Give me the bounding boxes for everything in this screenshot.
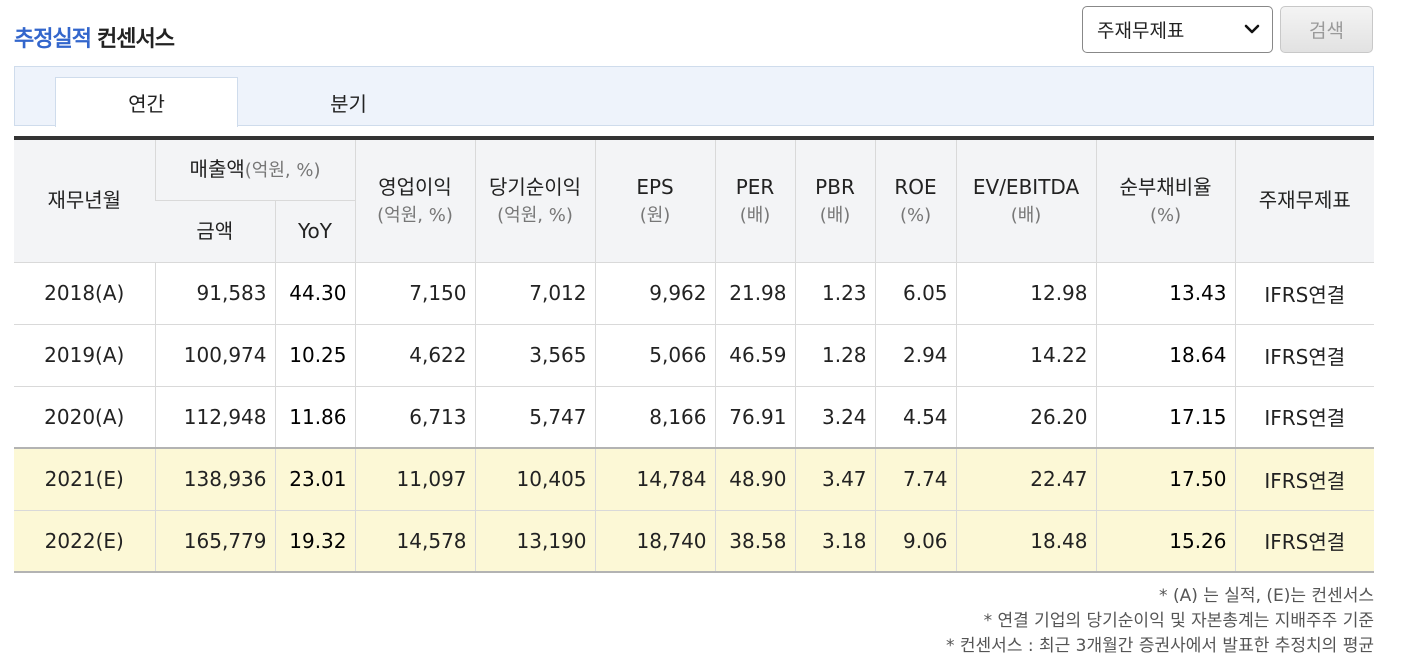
table-row-estimate: 2021(E) 138,936 23.01 11,097 10,405 14,7… [14,447,1375,511]
cell-per: 21.98 [714,262,796,325]
header-per: PER (배) [714,136,796,263]
cell-amount: 165,779 [154,510,275,573]
cell-roe: 2.94 [874,324,957,387]
cell-pbr: 3.47 [794,447,876,511]
cell-yoy: 10.25 [274,324,356,387]
header-eps: EPS (원) [594,136,716,263]
cell-net-debt-ratio: 17.50 [1095,447,1236,511]
search-button[interactable]: 검색 [1280,6,1373,53]
header-sales-unit: (억원, %) [244,160,321,182]
table-row: 2020(A) 112,948 11.86 6,713 5,747 8,166 … [14,386,1375,449]
cell-pbr: 1.23 [794,262,876,325]
header-net-income: 당기순이익 (억원, %) [474,136,596,263]
cell-period: 2019(A) [14,324,155,387]
cell-statement: IFRS연결 [1234,510,1375,573]
footnotes: * (A) 는 실적, (E)는 컨센서스 * 연결 기업의 당기순이익 및 자… [946,584,1374,659]
cell-op-income: 7,150 [354,262,476,325]
cell-pbr: 3.24 [794,386,876,449]
cell-op-income: 11,097 [354,447,476,511]
cell-statement: IFRS연결 [1234,324,1375,387]
cell-per: 46.59 [714,324,796,387]
title-rest: 컨센서스 [96,27,175,52]
statement-select[interactable]: 주재무제표 [1082,6,1273,53]
cell-net-debt-ratio: 18.64 [1095,324,1236,387]
page-title: 추정실적 컨센서스 [14,21,175,53]
header-sales: 매출액(억원, %) [154,136,356,201]
cell-yoy: 23.01 [274,447,356,511]
cell-period: 2021(E) [14,447,155,511]
cell-yoy: 44.30 [274,262,356,325]
cell-net-debt-ratio: 17.15 [1095,386,1236,449]
cell-op-income: 6,713 [354,386,476,449]
header-statement: 주재무제표 [1234,136,1375,263]
title-accent: 추정실적 [14,27,92,52]
cell-statement: IFRS연결 [1234,447,1375,511]
cell-ev-ebitda: 26.20 [955,386,1097,449]
table-row: 2019(A) 100,974 10.25 4,622 3,565 5,066 … [14,324,1375,387]
header-pbr: PBR (배) [794,136,876,263]
cell-yoy: 19.32 [274,510,356,573]
cell-period: 2018(A) [14,262,155,325]
footnote: * 연결 기업의 당기순이익 및 자본총계는 지배주주 기준 [983,611,1374,631]
tab-annual[interactable]: 연간 [55,77,238,127]
table-row-estimate: 2022(E) 165,779 19.32 14,578 13,190 18,7… [14,510,1375,573]
cell-eps: 18,740 [594,510,716,573]
header-roe: ROE (%) [874,136,957,263]
cell-eps: 14,784 [594,447,716,511]
cell-eps: 9,962 [594,262,716,325]
cell-eps: 8,166 [594,386,716,449]
cell-ev-ebitda: 22.47 [955,447,1097,511]
cell-statement: IFRS연결 [1234,262,1375,325]
header-amount: 금액 [155,200,275,263]
cell-roe: 4.54 [874,386,957,449]
cell-pbr: 3.18 [794,510,876,573]
cell-per: 48.90 [714,447,796,511]
footnote: * 컨센서스 : 최근 3개월간 증권사에서 발표한 추정치의 평균 [946,636,1374,656]
cell-amount: 91,583 [154,262,275,325]
cell-pbr: 1.28 [794,324,876,387]
cell-net-income: 13,190 [474,510,596,573]
cell-ev-ebitda: 12.98 [955,262,1097,325]
cell-net-debt-ratio: 15.26 [1095,510,1236,573]
header-yoy: YoY [274,200,356,263]
cell-op-income: 14,578 [354,510,476,573]
cell-op-income: 4,622 [354,324,476,387]
chevron-down-icon [1244,24,1260,34]
period-tabs: 연간 분기 [14,66,1374,127]
cell-ev-ebitda: 18.48 [955,510,1097,573]
cell-eps: 5,066 [594,324,716,387]
statement-select-value: 주재무제표 [1097,20,1185,42]
cell-period: 2022(E) [14,510,155,573]
header-net-debt-ratio: 순부채비율 (%) [1095,136,1236,263]
cell-amount: 112,948 [154,386,275,449]
cell-net-income: 10,405 [474,447,596,511]
header-ev-ebitda: EV/EBITDA (배) [955,136,1097,263]
table-row: 2018(A) 91,583 44.30 7,150 7,012 9,962 2… [14,262,1375,325]
cell-roe: 6.05 [874,262,957,325]
cell-amount: 138,936 [154,447,275,511]
cell-net-income: 3,565 [474,324,596,387]
footnote: * (A) 는 실적, (E)는 컨센서스 [1159,586,1374,606]
cell-per: 38.58 [714,510,796,573]
cell-net-income: 5,747 [474,386,596,449]
cell-period: 2020(A) [14,386,155,449]
header-period: 재무년월 [14,136,155,263]
cell-per: 76.91 [714,386,796,449]
cell-roe: 7.74 [874,447,957,511]
cell-net-debt-ratio: 13.43 [1095,262,1236,325]
cell-net-income: 7,012 [474,262,596,325]
cell-ev-ebitda: 14.22 [955,324,1097,387]
tab-quarterly[interactable]: 분기 [330,91,367,116]
cell-yoy: 11.86 [274,386,356,449]
header-op-income: 영업이익 (억원, %) [354,136,476,263]
cell-statement: IFRS연결 [1234,386,1375,449]
cell-roe: 9.06 [874,510,957,573]
cell-amount: 100,974 [154,324,275,387]
consensus-table: 재무년월 매출액(억원, %) 영업이익 (억원, %) 당기순이익 (억원, %)… [14,136,1375,573]
